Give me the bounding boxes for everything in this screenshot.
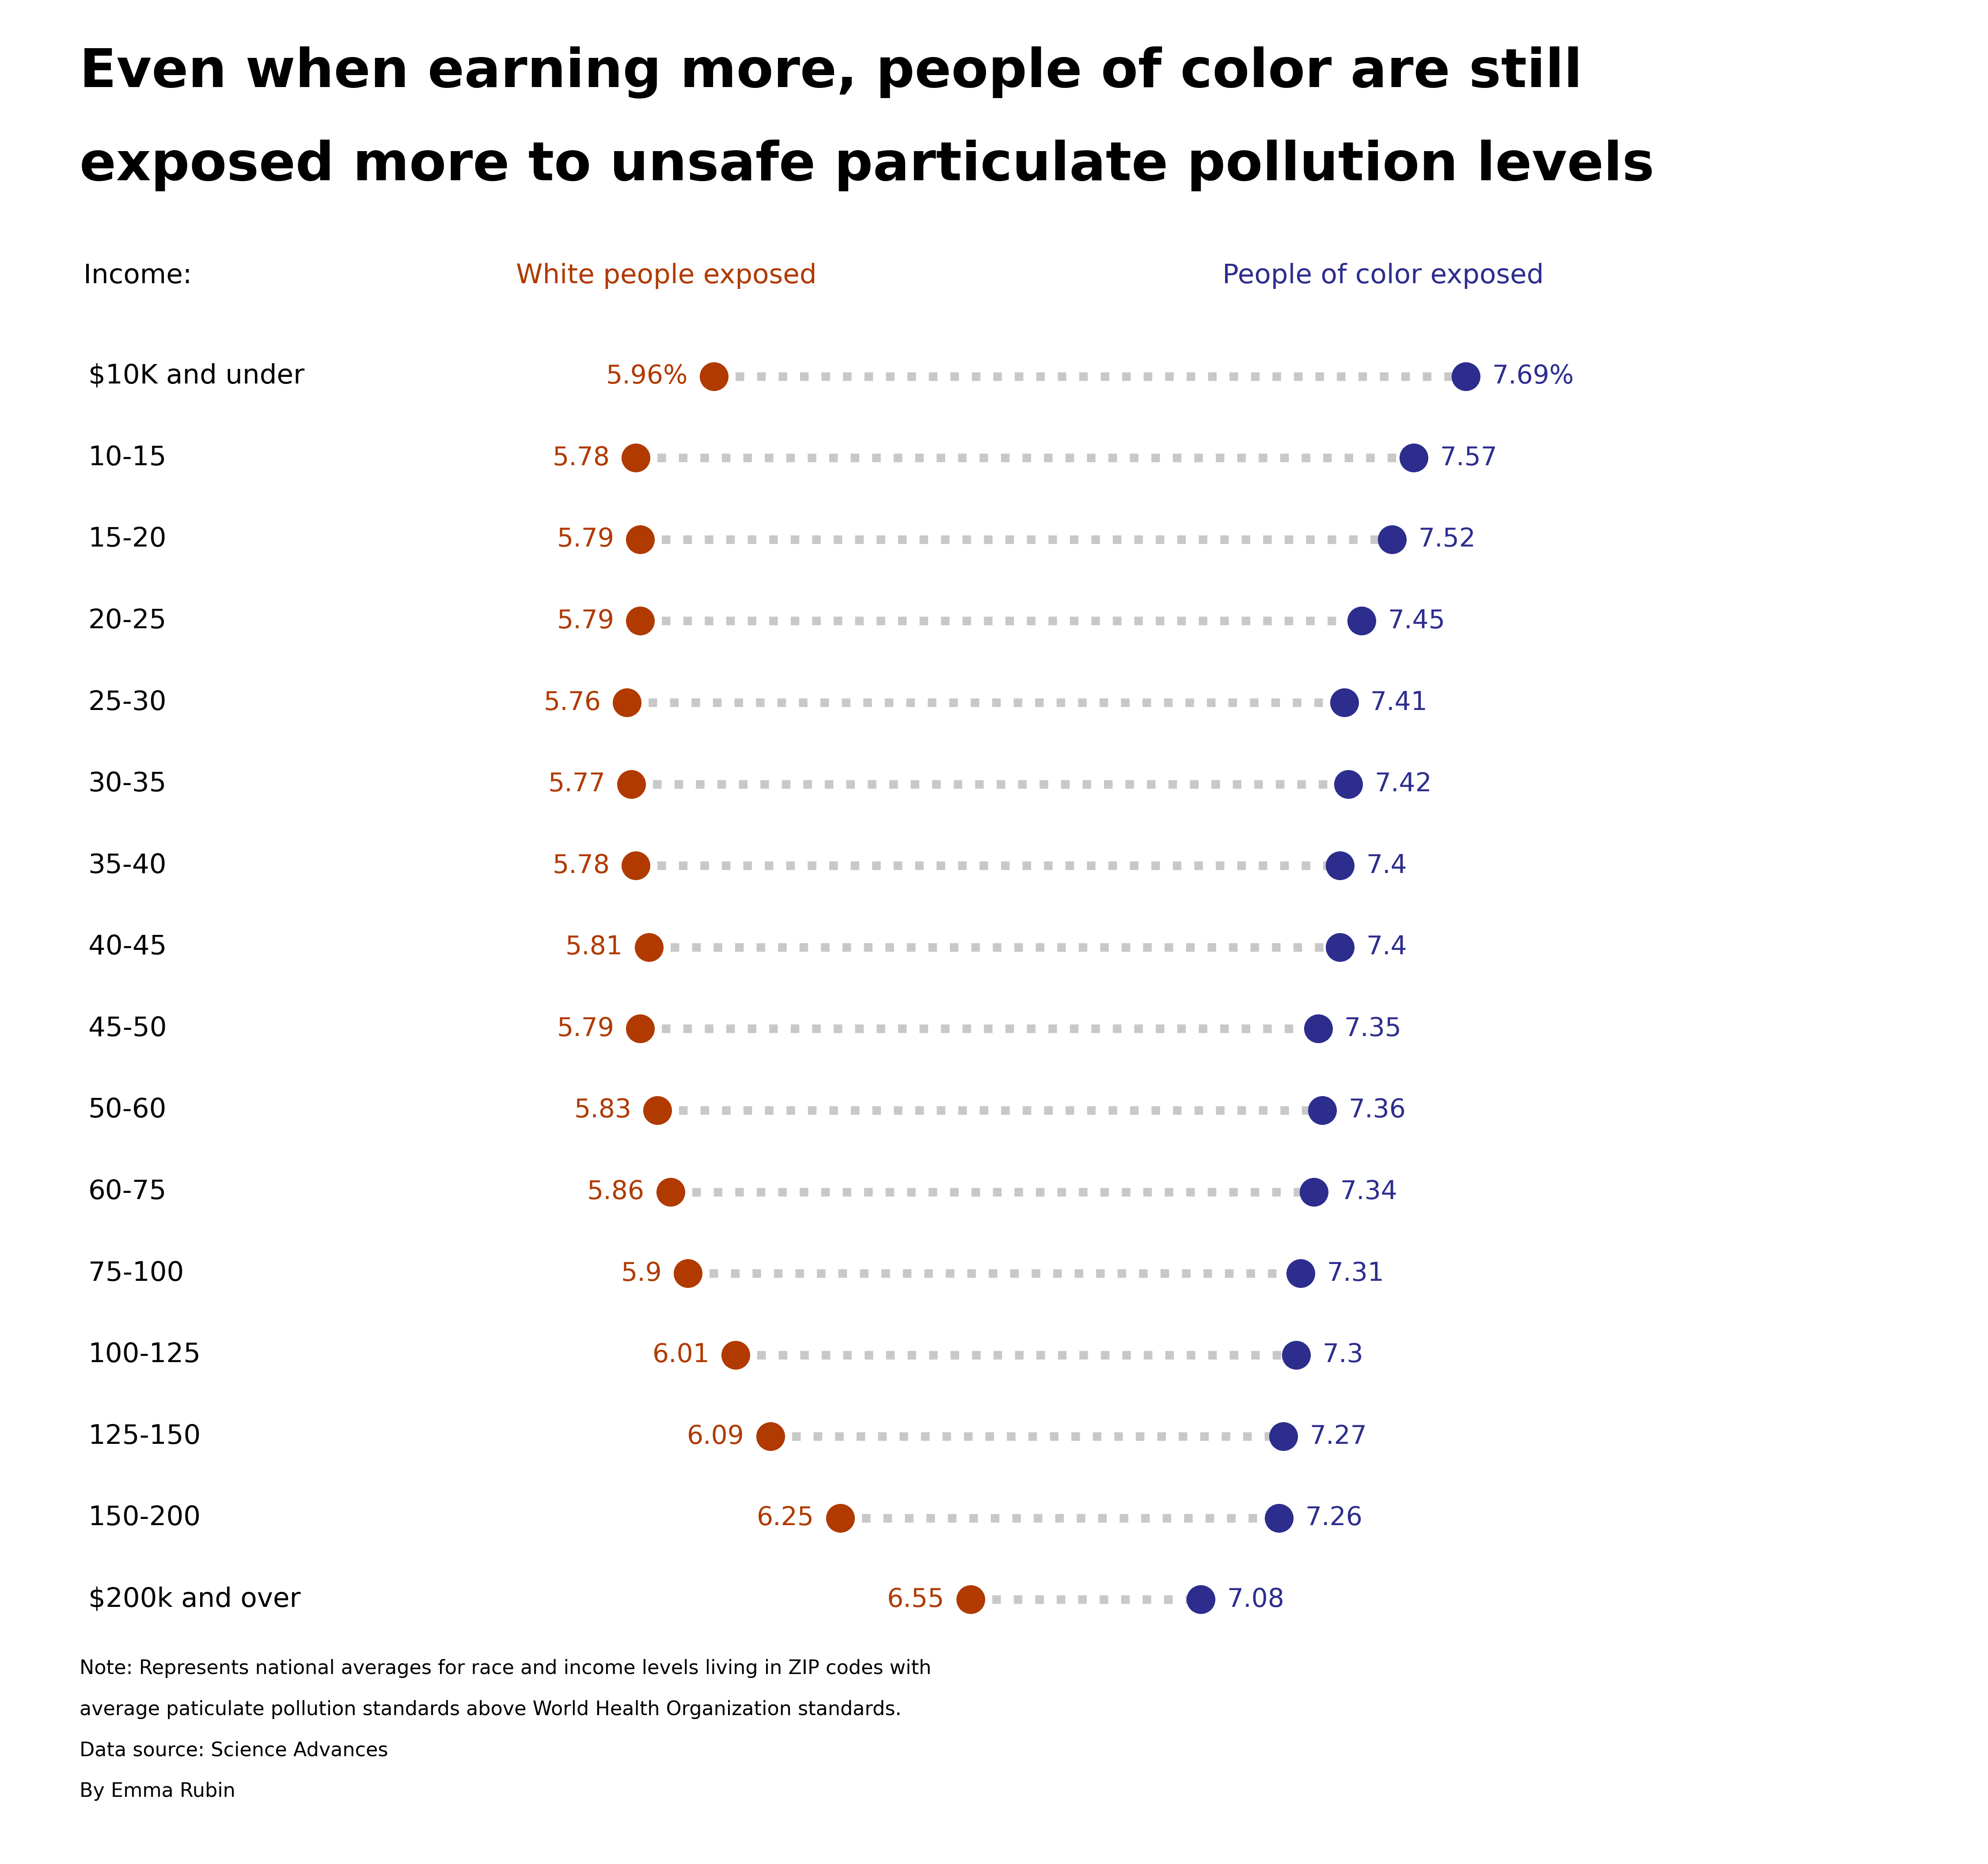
Text: 6.09: 6.09 bbox=[688, 1424, 744, 1448]
Point bbox=[620, 444, 652, 473]
Text: 7.42: 7.42 bbox=[1374, 772, 1431, 796]
Text: 6.55: 6.55 bbox=[887, 1586, 944, 1612]
Point bbox=[1376, 524, 1408, 554]
Text: 5.81: 5.81 bbox=[565, 934, 622, 960]
Text: People of color exposed: People of color exposed bbox=[1223, 263, 1545, 289]
Text: 30-35: 30-35 bbox=[87, 772, 167, 798]
Text: exposed more to unsafe particulate pollution levels: exposed more to unsafe particulate pollu… bbox=[80, 140, 1654, 192]
Point bbox=[1346, 606, 1378, 636]
Point bbox=[672, 1258, 704, 1288]
Text: 7.31: 7.31 bbox=[1326, 1260, 1384, 1286]
Text: 7.34: 7.34 bbox=[1340, 1180, 1398, 1204]
Text: 5.78: 5.78 bbox=[553, 445, 610, 470]
Text: 35-40: 35-40 bbox=[87, 852, 167, 878]
Point bbox=[1280, 1340, 1312, 1370]
Text: average paticulate pollution standards above World Health Organization standards: average paticulate pollution standards a… bbox=[80, 1700, 901, 1719]
Text: 7.27: 7.27 bbox=[1310, 1424, 1368, 1448]
Text: 7.69%: 7.69% bbox=[1491, 363, 1574, 390]
Point bbox=[616, 770, 648, 800]
Text: Note: Represents national averages for race and income levels living in ZIP code: Note: Represents national averages for r… bbox=[80, 1659, 930, 1678]
Point bbox=[1302, 1014, 1334, 1044]
Text: Income:: Income: bbox=[83, 263, 193, 289]
Text: 7.26: 7.26 bbox=[1304, 1506, 1362, 1530]
Point bbox=[642, 1096, 674, 1126]
Text: 5.86: 5.86 bbox=[586, 1180, 644, 1204]
Point bbox=[1262, 1502, 1294, 1532]
Text: By Emma Rubin: By Emma Rubin bbox=[80, 1782, 235, 1801]
Point bbox=[1449, 362, 1481, 391]
Text: 7.35: 7.35 bbox=[1344, 1016, 1402, 1042]
Text: Even when earning more, people of color are still: Even when earning more, people of color … bbox=[80, 47, 1582, 99]
Text: 5.76: 5.76 bbox=[543, 690, 600, 716]
Text: 7.57: 7.57 bbox=[1439, 445, 1497, 470]
Text: 10-15: 10-15 bbox=[87, 445, 167, 472]
Text: 7.08: 7.08 bbox=[1227, 1586, 1284, 1612]
Text: 25-30: 25-30 bbox=[87, 690, 167, 716]
Text: $10K and under: $10K and under bbox=[87, 363, 304, 390]
Point bbox=[1185, 1584, 1217, 1614]
Text: 5.79: 5.79 bbox=[557, 528, 614, 552]
Text: 5.83: 5.83 bbox=[575, 1098, 632, 1122]
Point bbox=[610, 688, 642, 718]
Text: 6.01: 6.01 bbox=[652, 1342, 710, 1368]
Text: White people exposed: White people exposed bbox=[515, 263, 817, 289]
Text: 7.4: 7.4 bbox=[1366, 934, 1408, 960]
Text: 6.25: 6.25 bbox=[757, 1506, 813, 1530]
Point bbox=[1398, 444, 1429, 473]
Point bbox=[1332, 770, 1364, 800]
Text: 7.36: 7.36 bbox=[1348, 1098, 1406, 1122]
Text: 100-125: 100-125 bbox=[87, 1342, 201, 1368]
Text: 5.78: 5.78 bbox=[553, 854, 610, 878]
Text: 5.77: 5.77 bbox=[549, 772, 606, 796]
Text: 5.96%: 5.96% bbox=[606, 363, 688, 390]
Text: 45-50: 45-50 bbox=[87, 1016, 167, 1042]
Text: 60-75: 60-75 bbox=[87, 1178, 167, 1204]
Text: 75-100: 75-100 bbox=[87, 1260, 183, 1286]
Text: 7.4: 7.4 bbox=[1366, 854, 1408, 878]
Text: 5.79: 5.79 bbox=[557, 608, 614, 634]
Point bbox=[1298, 1176, 1330, 1206]
Point bbox=[825, 1502, 857, 1532]
Point bbox=[1268, 1422, 1300, 1452]
Point bbox=[624, 606, 656, 636]
Text: 7.41: 7.41 bbox=[1370, 690, 1427, 716]
Text: 150-200: 150-200 bbox=[87, 1504, 201, 1530]
Text: 20-25: 20-25 bbox=[87, 608, 167, 634]
Point bbox=[1324, 850, 1356, 880]
Point bbox=[654, 1176, 686, 1206]
Text: $200k and over: $200k and over bbox=[87, 1586, 300, 1612]
Point bbox=[1328, 688, 1360, 718]
Text: 40-45: 40-45 bbox=[87, 934, 167, 960]
Point bbox=[1324, 932, 1356, 962]
Point bbox=[1306, 1096, 1338, 1126]
Point bbox=[624, 1014, 656, 1044]
Text: 5.79: 5.79 bbox=[557, 1016, 614, 1042]
Text: 7.3: 7.3 bbox=[1322, 1342, 1364, 1368]
Text: 7.52: 7.52 bbox=[1417, 528, 1475, 552]
Text: 50-60: 50-60 bbox=[87, 1098, 167, 1124]
Text: 7.45: 7.45 bbox=[1388, 608, 1445, 634]
Point bbox=[755, 1422, 787, 1452]
Point bbox=[624, 524, 656, 554]
Point bbox=[632, 932, 664, 962]
Text: 15-20: 15-20 bbox=[87, 526, 167, 552]
Point bbox=[1284, 1258, 1316, 1288]
Point bbox=[720, 1340, 751, 1370]
Text: 5.9: 5.9 bbox=[620, 1260, 662, 1286]
Text: Data source: Science Advances: Data source: Science Advances bbox=[80, 1741, 388, 1760]
Point bbox=[698, 362, 730, 391]
Point bbox=[620, 850, 652, 880]
Text: 125-150: 125-150 bbox=[87, 1424, 201, 1450]
Point bbox=[954, 1584, 986, 1614]
